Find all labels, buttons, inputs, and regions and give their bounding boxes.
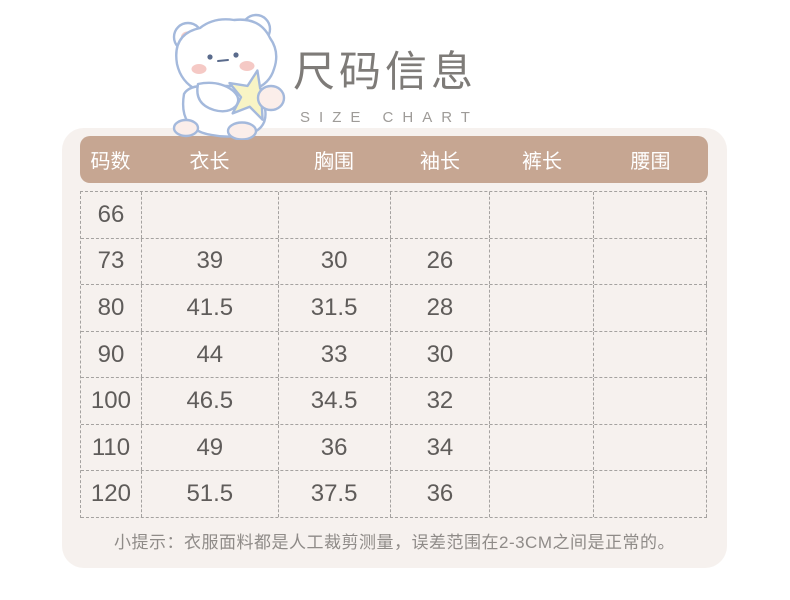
page-header: 尺码信息 SIZE CHART [235, 38, 535, 126]
table-cell: 36 [279, 424, 391, 471]
table-row: 80 41.5 31.5 28 [81, 285, 707, 332]
table-cell [490, 238, 595, 285]
table-cell: 30 [391, 331, 491, 378]
table-cell [279, 192, 391, 238]
table-cell [142, 192, 279, 238]
table-cell: 80 [81, 285, 142, 331]
table-cell [594, 238, 707, 285]
table-cell: 36 [391, 471, 491, 518]
teddy-bear-with-star-icon [172, 13, 286, 140]
table-cell [594, 331, 707, 378]
table-cell [490, 378, 595, 424]
table-cell: 44 [142, 331, 279, 378]
size-table: 66 73 39 30 26 80 41.5 31.5 28 90 44 33 30 100 46.5 34.… [80, 191, 707, 519]
table-cell: 34 [391, 424, 491, 471]
table-cell: 120 [81, 471, 142, 518]
table-row: 100 46.5 34.5 32 [81, 378, 707, 425]
table-cell: 73 [81, 238, 142, 285]
table-cell [490, 471, 595, 518]
table-row: 73 39 30 26 [81, 238, 707, 286]
table-cell: 32 [391, 378, 491, 424]
table-cell: 110 [81, 424, 142, 471]
table-cell: 46.5 [142, 378, 279, 424]
table-cell: 33 [279, 331, 391, 378]
table-cell [391, 192, 491, 238]
column-header: 腰围 [630, 151, 671, 173]
table-cell: 100 [81, 378, 142, 424]
column-header: 衣长 [189, 151, 230, 173]
table-cell: 30 [279, 238, 391, 285]
table-cell [490, 331, 595, 378]
table-cell [594, 378, 707, 424]
table-cell [594, 285, 707, 331]
table-cell: 49 [142, 424, 279, 471]
table-cell: 26 [391, 238, 491, 285]
table-cell: 51.5 [142, 471, 279, 518]
table-cell: 28 [391, 285, 491, 331]
table-row: 120 51.5 37.5 36 [81, 471, 707, 519]
table-cell: 41.5 [142, 285, 279, 331]
column-header: 胸围 [314, 151, 354, 173]
column-header: 码数 [90, 151, 131, 173]
page-subtitle: SIZE CHART [300, 109, 479, 126]
table-cell: 31.5 [279, 285, 391, 331]
table-cell: 66 [81, 192, 142, 238]
table-cell: 37.5 [279, 471, 391, 518]
table-cell: 34.5 [279, 378, 391, 424]
table-cell: 90 [81, 331, 142, 378]
page-title: 尺码信息 [292, 48, 477, 95]
table-cell [594, 192, 707, 238]
column-header: 袖长 [420, 151, 460, 173]
table-cell: 39 [142, 238, 279, 285]
table-row: 90 44 33 30 [81, 331, 707, 379]
table-cell [490, 285, 595, 331]
table-cell [594, 471, 707, 518]
table-row: 110 49 36 34 [81, 424, 707, 472]
table-cell [490, 192, 595, 238]
table-header-band: 码数 衣长 胸围 袖长 裤长 腰围 [80, 136, 708, 183]
measurement-note: 小提示：衣服面料都是人工裁剪测量，误差范围在2-3CM之间是正常的。 [113, 533, 675, 552]
table-cell [490, 424, 595, 471]
table-cell [594, 424, 707, 471]
table-row: 66 [81, 192, 707, 239]
size-chart-card: 码数 衣长 胸围 袖长 裤长 腰围 66 73 39 30 26 80 41.5 31.5 28 90 44 3… [62, 128, 727, 568]
column-header: 裤长 [522, 151, 562, 173]
